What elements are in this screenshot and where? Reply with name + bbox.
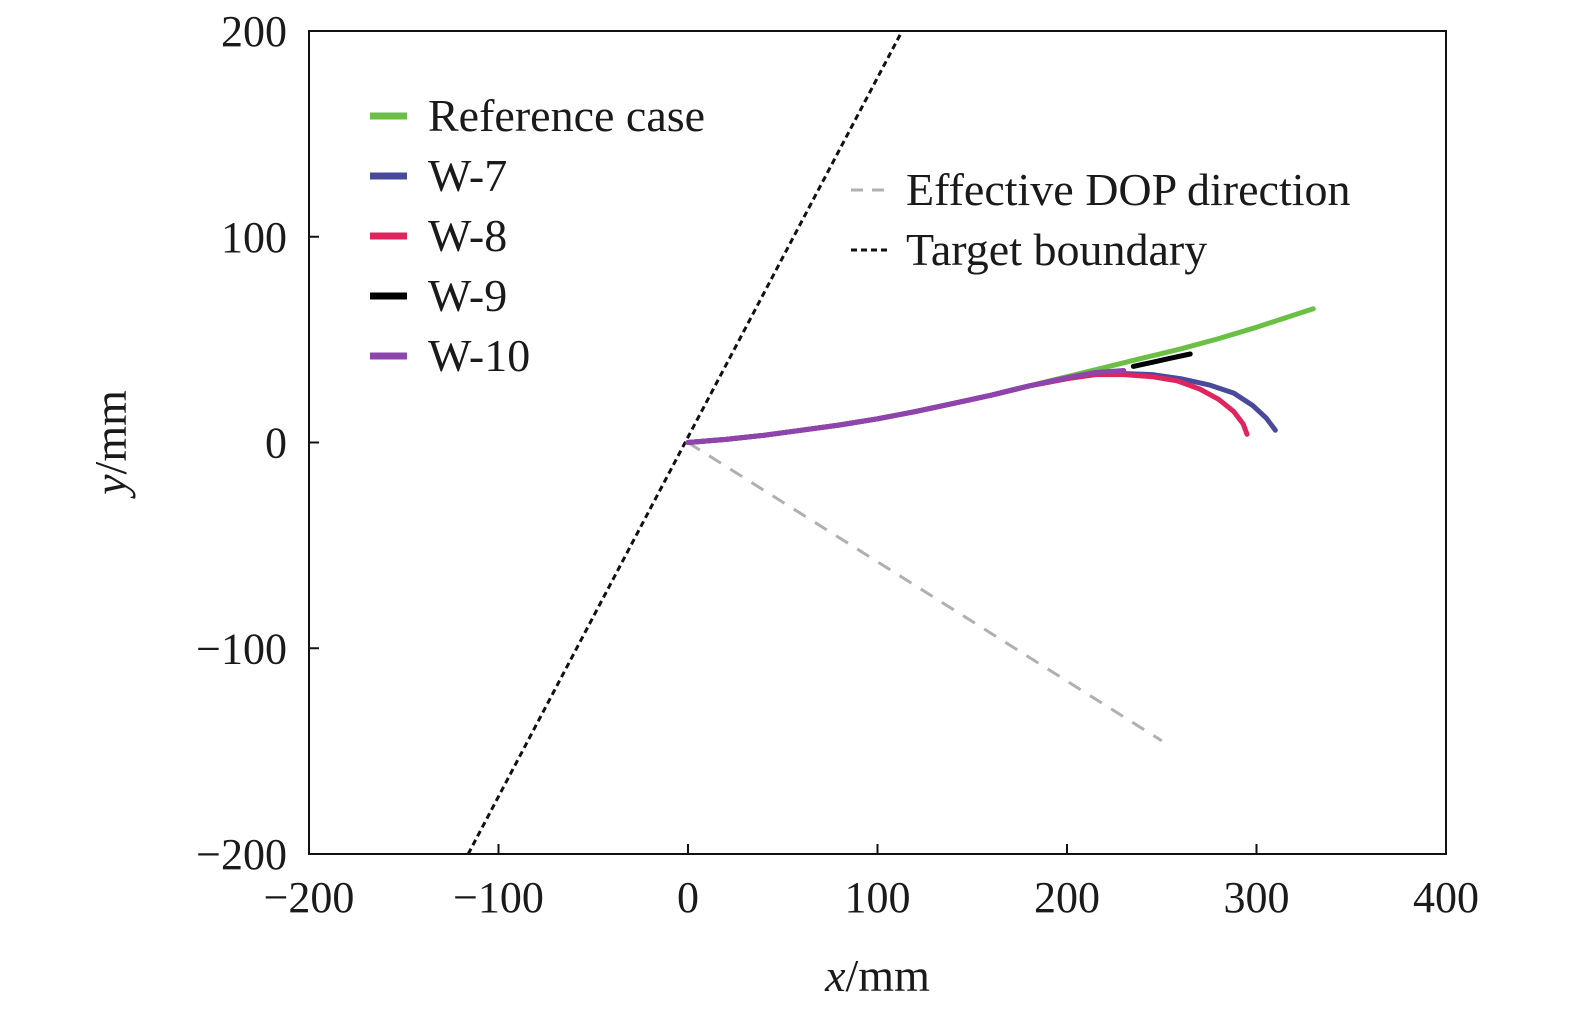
legend-label: Effective DOP direction — [906, 164, 1351, 215]
x-tick-label: 400 — [1413, 873, 1479, 922]
y-tick-label: −200 — [196, 830, 287, 879]
series-layer — [466, 30, 1316, 855]
y-axis-unit: /mm — [85, 390, 136, 475]
y-tick-label: 100 — [221, 213, 287, 262]
x-axis-unit: /mm — [846, 950, 931, 1001]
legend-label: Target boundary — [906, 224, 1207, 275]
series-line-target-boundary — [466, 30, 904, 855]
x-tick-label: 300 — [1224, 873, 1290, 922]
series-line-reference-case — [685, 306, 1316, 445]
series-line-effective-dop-direction — [687, 441, 1163, 743]
y-axis-var: y — [85, 474, 136, 499]
x-tick-label: −200 — [264, 873, 355, 922]
legend-label: W-10 — [428, 330, 530, 381]
x-axis-var: x — [824, 950, 846, 1001]
legend-layer: Reference case W-7 W-8 W-9 W-10 Effective DOP… — [370, 90, 1351, 381]
x-tick-label: 0 — [677, 873, 699, 922]
y-tick-label: −100 — [196, 624, 287, 673]
y-tick-label: 0 — [265, 419, 287, 468]
x-tick-label: 100 — [845, 873, 911, 922]
ticks-layer: −200 −100 0 100 200 300 400 −200 −100 0 100 200 — [196, 7, 1479, 922]
y-tick-label: 200 — [221, 7, 287, 56]
legend-label: W-8 — [428, 210, 507, 261]
y-axis-label: y/mm — [85, 390, 136, 499]
x-tick-label: 200 — [1034, 873, 1100, 922]
series-line-w-9 — [1130, 351, 1193, 369]
x-tick-label: −100 — [453, 873, 544, 922]
series-line-w-10 — [685, 368, 1127, 445]
legend-label: W-7 — [428, 150, 507, 201]
x-axis-label: x/mm — [824, 950, 930, 1001]
legend-label: W-9 — [428, 270, 507, 321]
legend-label: Reference case — [428, 90, 705, 141]
